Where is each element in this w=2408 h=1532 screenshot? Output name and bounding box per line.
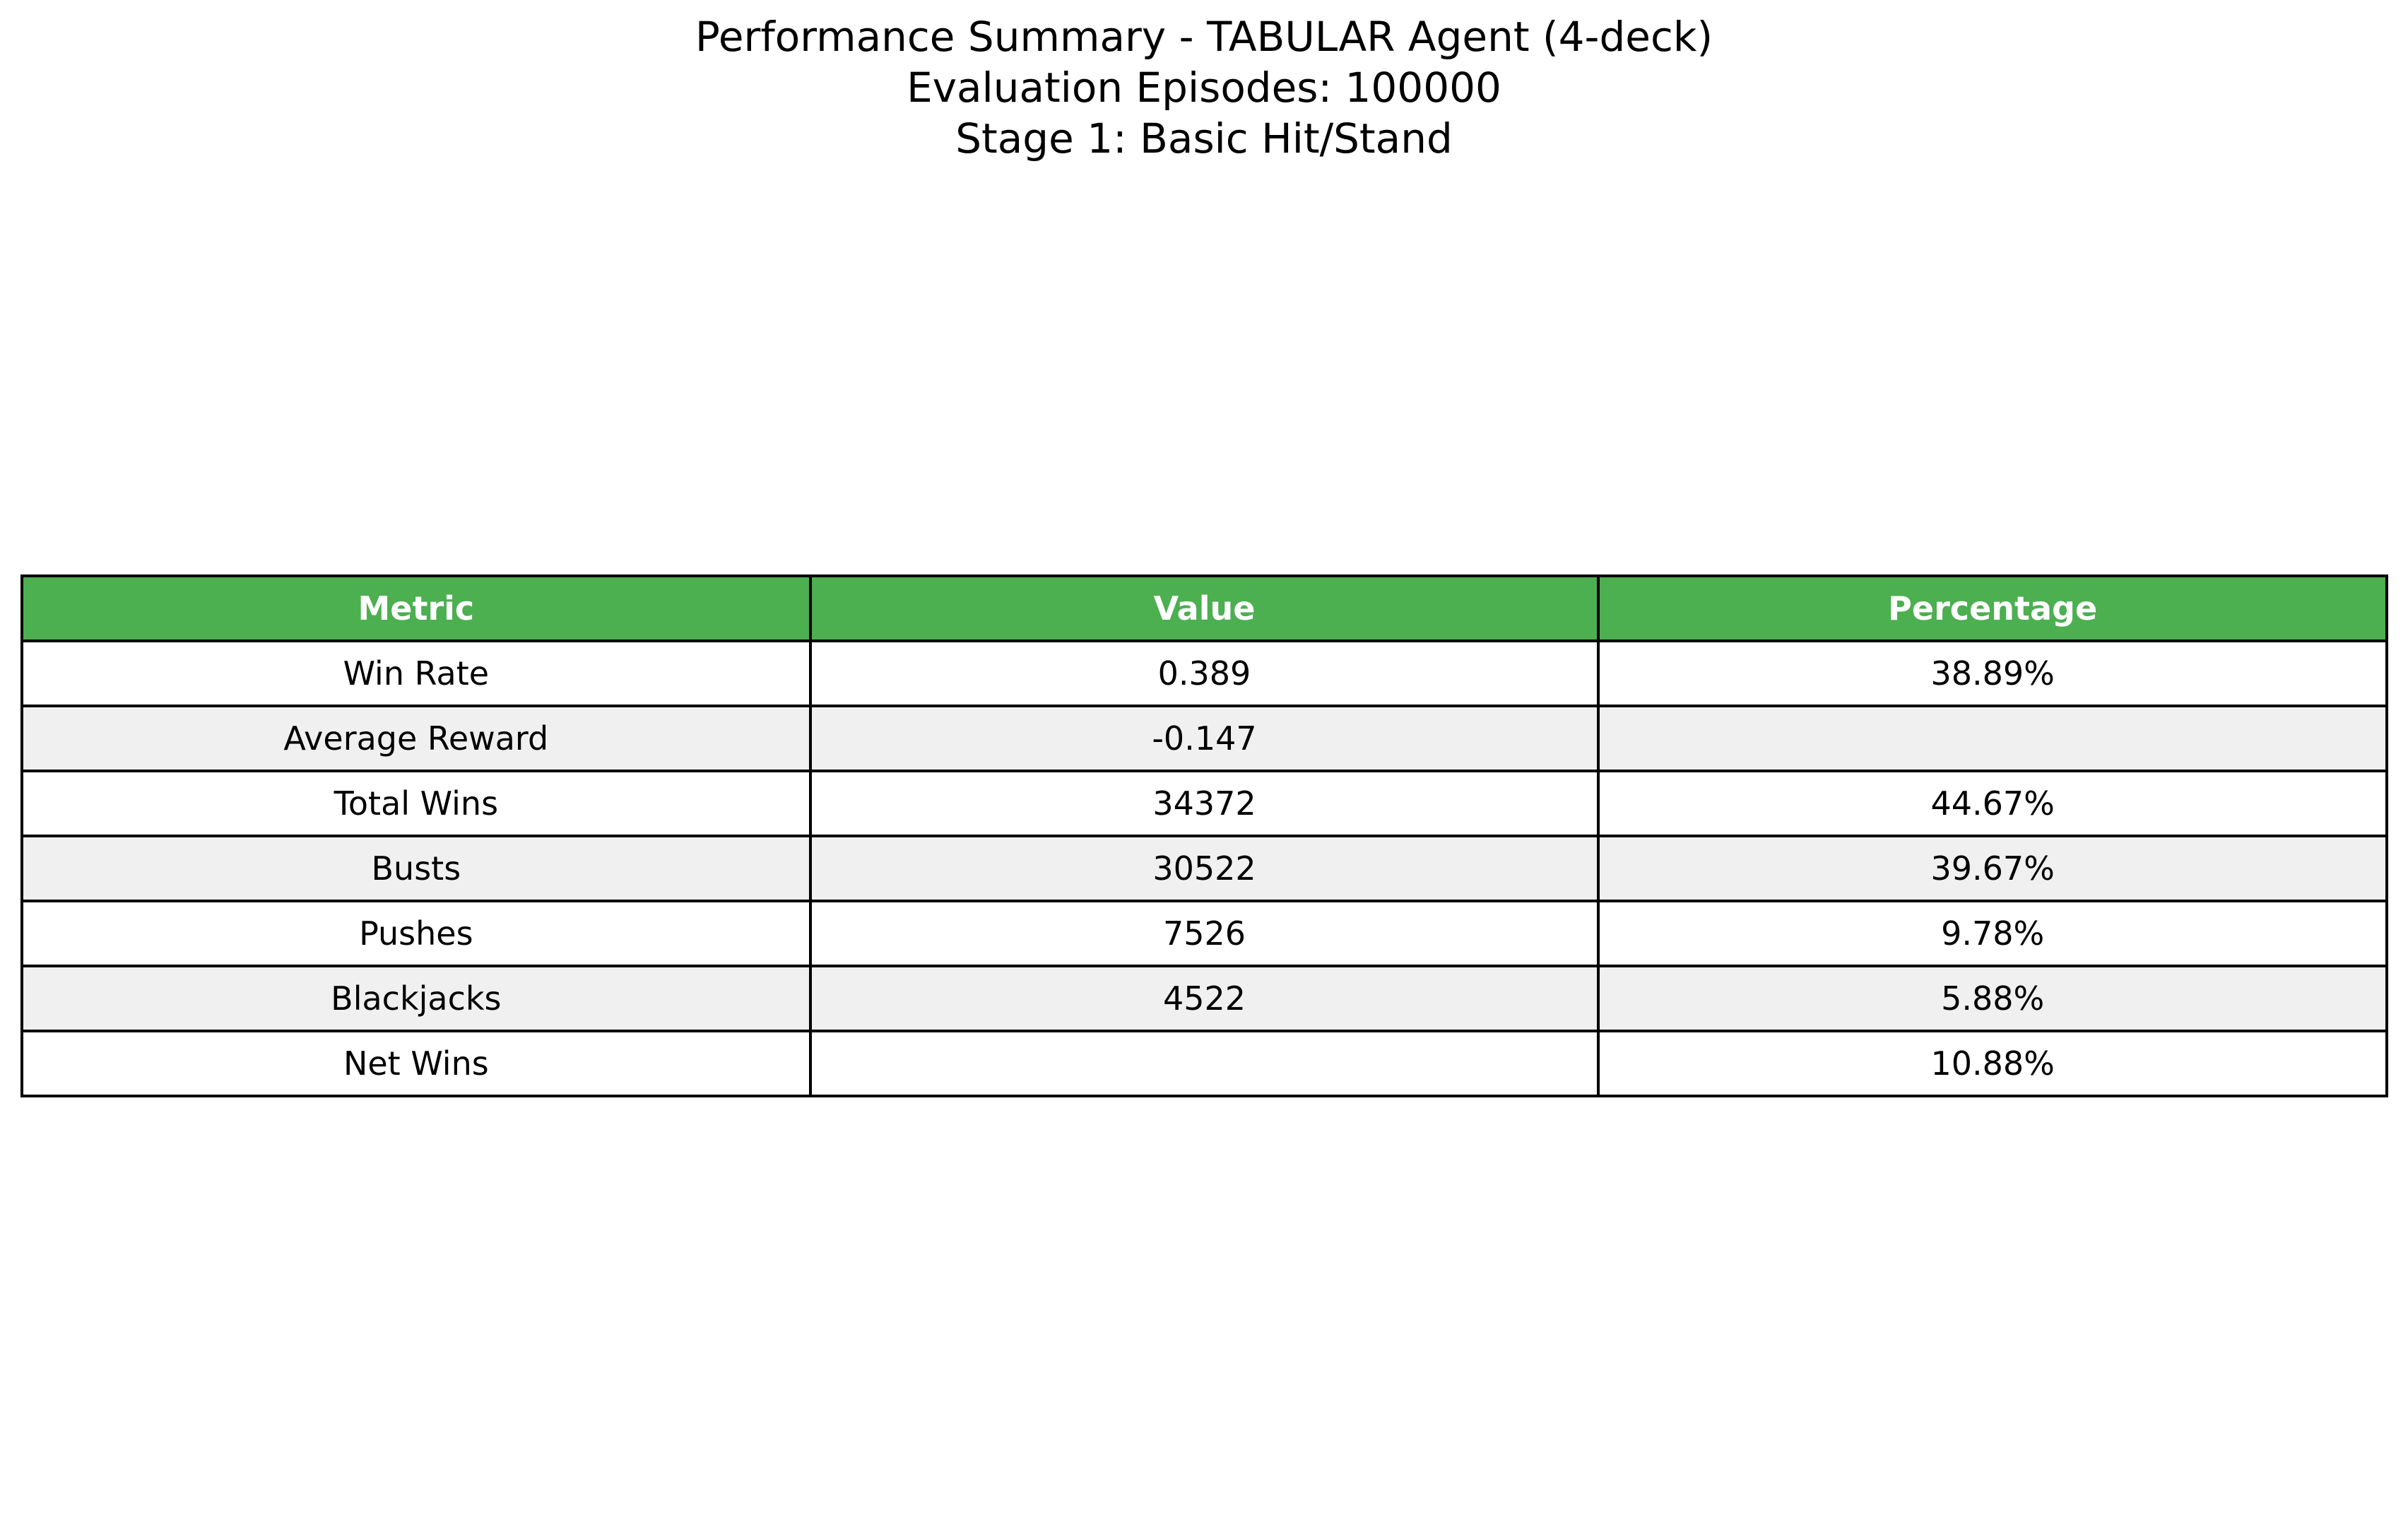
table-row: Net Wins 10.88% [20,1030,2388,1097]
header-metric: Metric [20,574,812,642]
table-cell-value: 7526 [808,900,1600,967]
summary-table-container: Metric Value Percentage Win Rate 0.389 38.… [20,574,2388,1097]
title-line-3: Stage 1: Basic Hit/Stand [955,114,1453,163]
header-percentage: Percentage [1597,574,2388,642]
table-cell-metric: Busts [20,835,812,902]
table-cell-value: 0.389 [808,640,1600,707]
table-cell-percentage [1597,705,2388,772]
table-cell-metric: Blackjacks [20,965,812,1032]
table-body: Win Rate 0.389 38.89% Average Reward -0.147 T… [20,640,2388,1097]
title-line-1: Performance Summary - TABULAR Agent (4-d… [695,13,1713,61]
table-cell-value [808,1030,1600,1097]
table-cell-percentage: 5.88% [1597,965,2388,1032]
table-row: Total Wins 34372 44.67% [20,770,2388,837]
table-cell-percentage: 44.67% [1597,770,2388,837]
table-row: Win Rate 0.389 38.89% [20,640,2388,707]
table-cell-value: 34372 [808,770,1600,837]
table-cell-percentage: 39.67% [1597,835,2388,902]
table-row: Busts 30522 39.67% [20,835,2388,902]
table-cell-metric: Net Wins [20,1030,812,1097]
chart-title: Performance Summary - TABULAR Agent (4-d… [0,11,2408,164]
table-header-row: Metric Value Percentage [20,574,2388,642]
header-value: Value [808,574,1600,642]
table-cell-metric: Pushes [20,900,812,967]
table-cell-metric: Win Rate [20,640,812,707]
performance-summary-table: Metric Value Percentage Win Rate 0.389 38.… [20,574,2388,1097]
table-row: Average Reward -0.147 [20,705,2388,772]
table-cell-percentage: 9.78% [1597,900,2388,967]
table-cell-percentage: 38.89% [1597,640,2388,707]
table-cell-percentage: 10.88% [1597,1030,2388,1097]
table-cell-value: 4522 [808,965,1600,1032]
table-cell-metric: Total Wins [20,770,812,837]
table-cell-value: -0.147 [808,705,1600,772]
title-line-2: Evaluation Episodes: 100000 [907,64,1501,112]
table-row: Pushes 7526 9.78% [20,900,2388,967]
table-cell-value: 30522 [808,835,1600,902]
table-row: Blackjacks 4522 5.88% [20,965,2388,1032]
table-cell-metric: Average Reward [20,705,812,772]
